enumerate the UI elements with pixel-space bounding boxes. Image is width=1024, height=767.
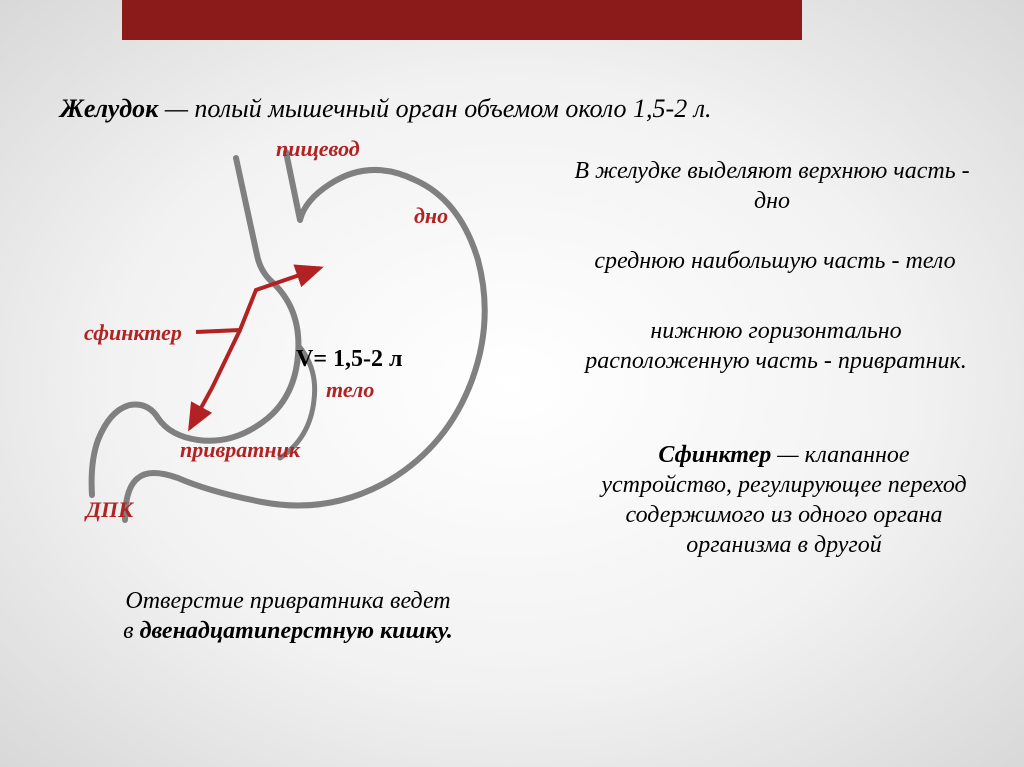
label-sphincter: сфинктер bbox=[84, 320, 182, 346]
para-sphincter: Сфинктер — клапанное устройство, регулир… bbox=[594, 440, 974, 560]
footnote-line1: Отверстие привратника ведет bbox=[125, 588, 450, 614]
footnote: Отверстие привратника ведет в двенадцати… bbox=[88, 586, 488, 646]
stomach-diagram bbox=[0, 0, 1024, 767]
para-sphincter-bold: Сфинктер bbox=[658, 442, 771, 468]
footnote-line2-bold: двенадцатиперстную кишку. bbox=[140, 618, 453, 644]
footnote-line2-prefix: в bbox=[123, 618, 139, 644]
para-sphincter-rest: — клапанное устройство, регулирующее пер… bbox=[601, 442, 966, 558]
volume-text: V= 1,5-2 л bbox=[296, 346, 402, 373]
label-esophagus: пищевод bbox=[276, 136, 360, 162]
para-body: среднюю наибольшую часть - тело bbox=[570, 246, 980, 276]
para-fundus: В желудке выделяют верхнюю часть - дно bbox=[562, 156, 982, 216]
label-pylorus: привратник bbox=[180, 437, 300, 463]
label-duodenum: ДПК bbox=[86, 497, 133, 523]
label-body: тело bbox=[326, 377, 374, 403]
label-fundus: дно bbox=[414, 203, 448, 229]
para-pylorus: нижнюю горизонтально расположенную часть… bbox=[576, 316, 976, 376]
